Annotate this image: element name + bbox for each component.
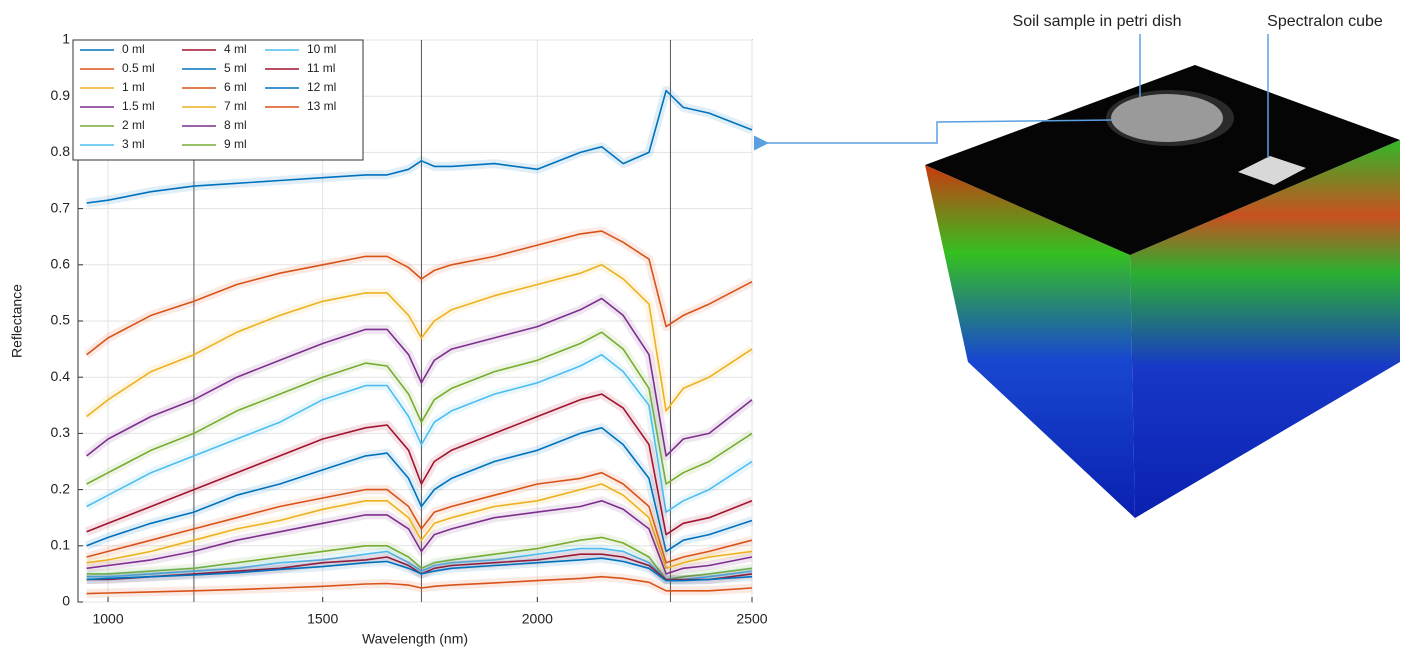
legend-label: 1 ml (122, 80, 145, 94)
x-tick-label: 2500 (736, 611, 767, 627)
y-tick-label: 0.4 (51, 368, 71, 384)
y-tick-label: 0.1 (51, 537, 71, 553)
legend-label: 2 ml (122, 118, 145, 132)
legend-label: 0.5 ml (122, 61, 155, 75)
y-tick-label: 0.5 (51, 312, 71, 328)
y-tick-label: 0.2 (51, 480, 71, 496)
y-tick-label: 1 (62, 31, 70, 47)
legend-label: 1.5 ml (122, 99, 155, 113)
legend-label: 11 ml (307, 61, 335, 75)
legend-label: 3 ml (122, 137, 145, 151)
y-tick-label: 0.9 (51, 87, 71, 103)
legend-label: 10 ml (307, 42, 336, 56)
x-tick-label: 2000 (522, 611, 553, 627)
y-tick-label: 0 (62, 593, 70, 609)
legend-label: 9 ml (224, 137, 247, 151)
legend-label: 13 ml (307, 99, 336, 113)
figure: 0 0.1 0.2 0.3 0.4 0.5 0.6 0.7 0.8 0.9 1 1000 1500 200… (0, 0, 1414, 654)
legend-label: 8 ml (224, 118, 247, 132)
y-tick-label: 0.8 (51, 143, 71, 159)
annotation: Soil sample in petri dish (1013, 13, 1182, 30)
y-axis-label: Reflectance (9, 284, 25, 358)
x-axis-label: Wavelength (nm) (362, 631, 468, 647)
soil-sample (1111, 94, 1223, 142)
annotation: Spectralon cube (1267, 13, 1383, 30)
y-tick-label: 0.6 (51, 256, 71, 272)
y-tick-label: 0.3 (51, 424, 71, 440)
legend-label: 12 ml (307, 80, 336, 94)
legend-label: 5 ml (224, 61, 247, 75)
legend-label: 6 ml (224, 80, 247, 94)
x-tick-label: 1500 (307, 611, 338, 627)
legend-label: 7 ml (224, 99, 247, 113)
y-tick-label: 0.7 (51, 199, 71, 215)
x-tick-label: 1000 (92, 611, 123, 627)
legend-label: 4 ml (224, 42, 247, 56)
legend-label: 0 ml (122, 42, 145, 56)
